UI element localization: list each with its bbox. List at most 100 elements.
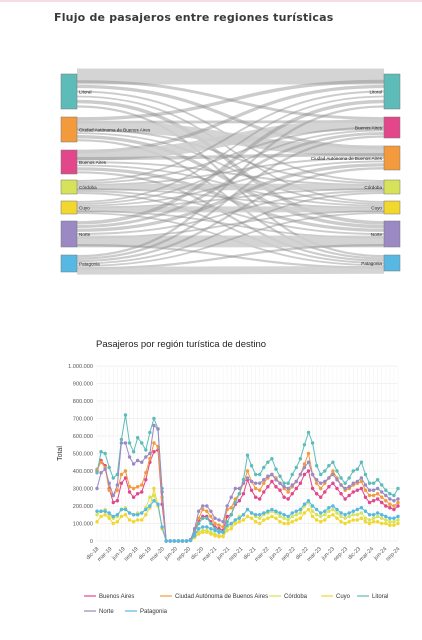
data-point <box>380 490 384 494</box>
data-point <box>217 518 221 522</box>
legend-item-cuyo: Cuyo <box>321 594 351 600</box>
data-point <box>115 520 120 524</box>
data-point <box>253 481 258 485</box>
data-point <box>140 511 144 515</box>
data-point <box>371 520 376 524</box>
data-point <box>363 495 368 499</box>
data-point <box>396 504 400 508</box>
data-point <box>314 518 319 522</box>
target-label-litoral: Litoral <box>369 90 382 95</box>
data-point <box>144 455 148 459</box>
data-point <box>237 520 242 524</box>
data-point <box>164 539 168 543</box>
data-point <box>213 516 217 520</box>
data-point <box>286 514 290 519</box>
sankey-link <box>76 139 385 260</box>
data-point <box>213 521 217 526</box>
data-point <box>290 511 294 515</box>
data-point <box>127 441 132 445</box>
data-point <box>196 521 201 526</box>
data-point <box>201 516 205 520</box>
data-point <box>278 520 282 524</box>
data-point <box>111 493 115 498</box>
data-point <box>237 499 242 503</box>
data-point <box>302 443 307 447</box>
data-point <box>196 516 201 520</box>
source-label-litoral: Litoral <box>79 90 92 95</box>
data-point <box>286 486 290 491</box>
y-tick-label: 300.000 <box>73 487 93 493</box>
data-point <box>355 479 360 484</box>
data-point <box>323 479 327 484</box>
data-point <box>282 485 286 489</box>
sankey-link <box>76 119 385 161</box>
data-point <box>396 521 400 526</box>
data-point <box>221 525 225 529</box>
data-point <box>103 513 107 517</box>
data-point <box>331 513 335 517</box>
data-point <box>367 493 372 498</box>
data-point <box>135 492 140 496</box>
data-point <box>319 472 323 477</box>
data-point <box>302 472 307 477</box>
data-point <box>119 481 124 485</box>
data-point <box>258 497 262 501</box>
data-point <box>323 490 327 494</box>
y-tick-label: 700.000 <box>73 417 93 423</box>
data-point <box>298 516 303 520</box>
data-point <box>205 509 209 513</box>
data-point <box>95 513 99 517</box>
data-point <box>306 507 311 512</box>
data-point <box>245 469 250 473</box>
data-point <box>339 520 343 524</box>
data-point <box>331 481 335 485</box>
target-node-cordoba <box>383 179 401 195</box>
data-point <box>310 514 315 519</box>
data-point <box>131 450 136 454</box>
sankey-link <box>76 105 385 258</box>
sankey-links <box>76 68 385 275</box>
legend-item-cordoba: Córdoba <box>269 594 308 600</box>
data-point <box>266 460 270 464</box>
data-point <box>371 513 376 517</box>
data-point <box>351 518 355 522</box>
data-point <box>339 483 343 487</box>
data-point <box>282 516 286 520</box>
sankey-link <box>76 80 385 120</box>
source-node-litoral <box>60 73 78 110</box>
top-border <box>0 0 422 2</box>
data-point <box>209 514 213 519</box>
data-point <box>233 500 237 505</box>
target-node-buenos-aires <box>383 116 401 139</box>
data-point <box>286 497 290 501</box>
data-point <box>371 499 376 503</box>
data-point <box>327 485 331 489</box>
data-point <box>229 527 233 531</box>
data-point <box>274 516 278 520</box>
data-point <box>225 514 229 519</box>
data-point <box>262 481 266 485</box>
data-point <box>298 507 303 512</box>
legend-item-buenos-aires: Buenos Aires <box>84 594 134 600</box>
data-point <box>302 511 307 515</box>
data-point <box>375 497 380 501</box>
data-point <box>229 513 233 517</box>
sankey-link <box>76 99 385 225</box>
data-point <box>180 539 185 543</box>
target-label-norte: Norte <box>371 232 383 237</box>
sankey-link <box>76 190 385 235</box>
data-point <box>253 513 258 517</box>
data-point <box>347 476 351 480</box>
data-point <box>306 460 311 464</box>
data-point <box>359 516 364 520</box>
data-point <box>148 495 152 499</box>
x-tick-label: mar-19 <box>97 546 114 563</box>
data-point <box>323 513 327 517</box>
sankey-link <box>76 192 385 265</box>
data-point <box>375 486 380 491</box>
data-point <box>306 499 311 503</box>
data-point <box>123 507 128 512</box>
data-point <box>392 516 396 520</box>
data-point <box>319 514 323 519</box>
data-point <box>306 430 311 435</box>
